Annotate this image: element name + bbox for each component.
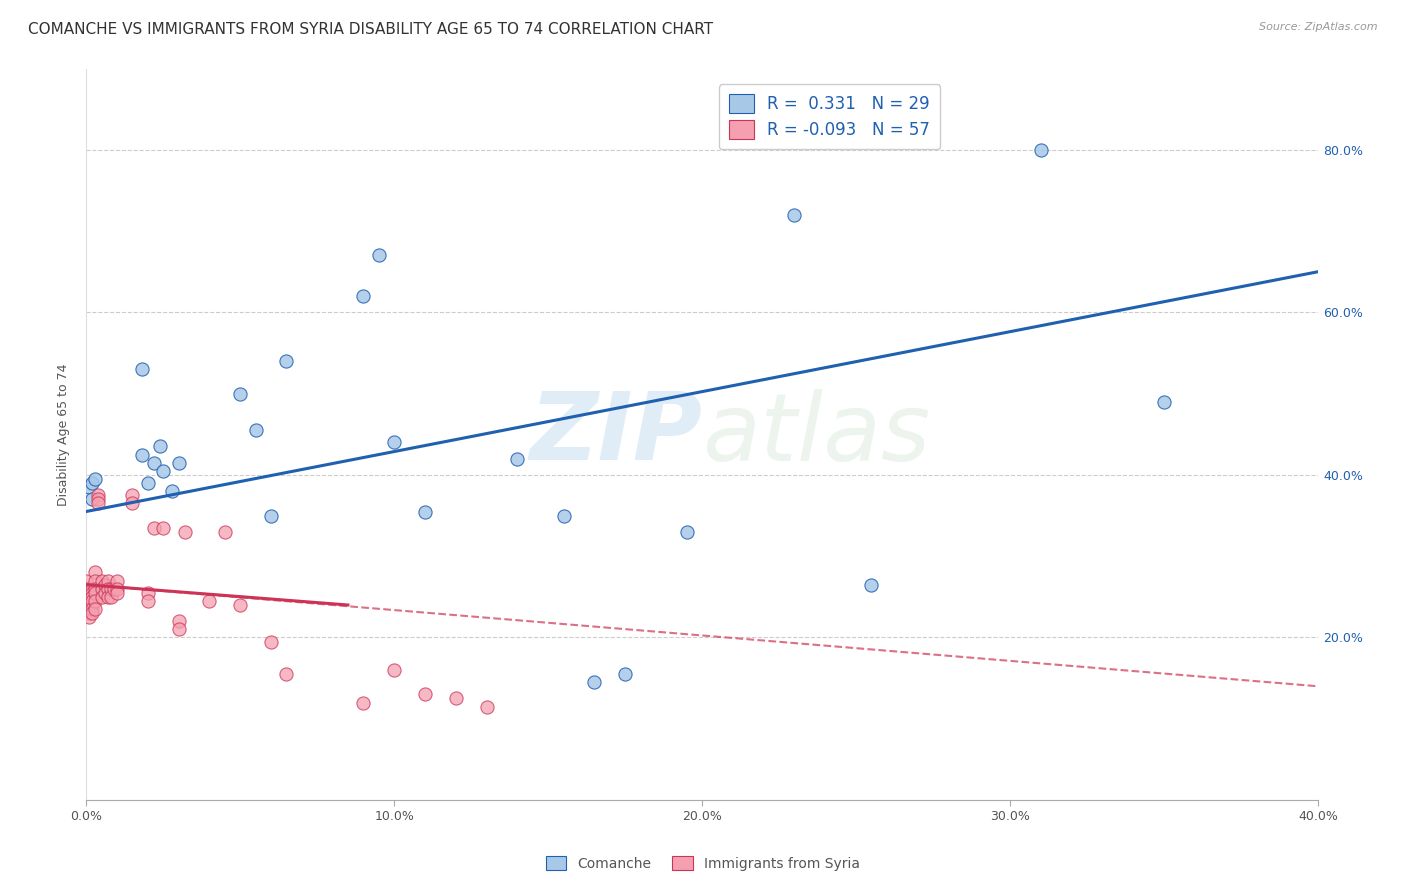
Point bbox=[82, 476, 104, 491]
Point bbox=[87, 488, 110, 502]
Point bbox=[131, 362, 153, 376]
Point bbox=[77, 606, 100, 620]
Point bbox=[352, 289, 374, 303]
Point bbox=[84, 566, 107, 580]
Point bbox=[87, 496, 110, 510]
Point bbox=[121, 496, 143, 510]
Point bbox=[860, 577, 883, 591]
Point bbox=[97, 582, 120, 596]
Point bbox=[229, 386, 252, 401]
Point bbox=[77, 610, 100, 624]
Point bbox=[97, 590, 120, 604]
Point bbox=[352, 696, 374, 710]
Point bbox=[84, 582, 107, 596]
Point bbox=[82, 586, 104, 600]
Point bbox=[105, 574, 128, 588]
Legend: R =  0.331   N = 29, R = -0.093   N = 57: R = 0.331 N = 29, R = -0.093 N = 57 bbox=[718, 84, 941, 149]
Point bbox=[77, 602, 100, 616]
Point bbox=[90, 582, 112, 596]
Point bbox=[382, 663, 405, 677]
Point bbox=[276, 667, 298, 681]
Point bbox=[136, 476, 159, 491]
Point bbox=[136, 594, 159, 608]
Point bbox=[131, 448, 153, 462]
Point bbox=[162, 484, 184, 499]
Point bbox=[173, 524, 195, 539]
Point bbox=[84, 586, 107, 600]
Point bbox=[475, 699, 498, 714]
Point bbox=[77, 598, 100, 612]
Point bbox=[82, 606, 104, 620]
Point bbox=[214, 524, 236, 539]
Point bbox=[142, 456, 165, 470]
Point bbox=[167, 623, 190, 637]
Point bbox=[93, 577, 115, 591]
Point bbox=[77, 594, 100, 608]
Point bbox=[82, 492, 104, 507]
Point bbox=[82, 590, 104, 604]
Point bbox=[553, 508, 575, 523]
Point bbox=[77, 480, 100, 494]
Point bbox=[276, 354, 298, 368]
Point bbox=[167, 614, 190, 628]
Point bbox=[84, 594, 107, 608]
Point bbox=[90, 590, 112, 604]
Point bbox=[75, 582, 97, 596]
Point bbox=[167, 456, 190, 470]
Point bbox=[142, 521, 165, 535]
Point bbox=[136, 586, 159, 600]
Point bbox=[198, 594, 221, 608]
Point bbox=[1153, 394, 1175, 409]
Point bbox=[675, 524, 697, 539]
Point bbox=[614, 667, 637, 681]
Point bbox=[583, 675, 606, 690]
Point bbox=[1029, 143, 1052, 157]
Legend: Comanche, Immigrants from Syria: Comanche, Immigrants from Syria bbox=[540, 850, 866, 876]
Point bbox=[382, 435, 405, 450]
Point bbox=[87, 492, 110, 507]
Point bbox=[77, 586, 100, 600]
Point bbox=[152, 464, 174, 478]
Point bbox=[77, 590, 100, 604]
Point bbox=[367, 248, 389, 262]
Text: atlas: atlas bbox=[702, 389, 931, 480]
Point bbox=[82, 582, 104, 596]
Text: Source: ZipAtlas.com: Source: ZipAtlas.com bbox=[1260, 22, 1378, 32]
Point bbox=[82, 594, 104, 608]
Point bbox=[100, 590, 122, 604]
Point bbox=[75, 574, 97, 588]
Point bbox=[93, 586, 115, 600]
Point bbox=[260, 508, 283, 523]
Point bbox=[413, 504, 436, 518]
Text: ZIP: ZIP bbox=[529, 388, 702, 480]
Point bbox=[84, 602, 107, 616]
Point bbox=[100, 582, 122, 596]
Point bbox=[152, 521, 174, 535]
Point bbox=[444, 691, 467, 706]
Point bbox=[82, 602, 104, 616]
Point bbox=[90, 574, 112, 588]
Point bbox=[84, 472, 107, 486]
Text: COMANCHE VS IMMIGRANTS FROM SYRIA DISABILITY AGE 65 TO 74 CORRELATION CHART: COMANCHE VS IMMIGRANTS FROM SYRIA DISABI… bbox=[28, 22, 713, 37]
Point bbox=[105, 582, 128, 596]
Point bbox=[121, 488, 143, 502]
Point bbox=[413, 687, 436, 701]
Point bbox=[260, 634, 283, 648]
Point bbox=[105, 586, 128, 600]
Point bbox=[149, 440, 172, 454]
Point bbox=[783, 208, 806, 222]
Point bbox=[229, 598, 252, 612]
Point bbox=[506, 451, 529, 466]
Point bbox=[97, 574, 120, 588]
Y-axis label: Disability Age 65 to 74: Disability Age 65 to 74 bbox=[58, 363, 70, 506]
Point bbox=[103, 582, 125, 596]
Point bbox=[245, 423, 267, 437]
Point bbox=[84, 574, 107, 588]
